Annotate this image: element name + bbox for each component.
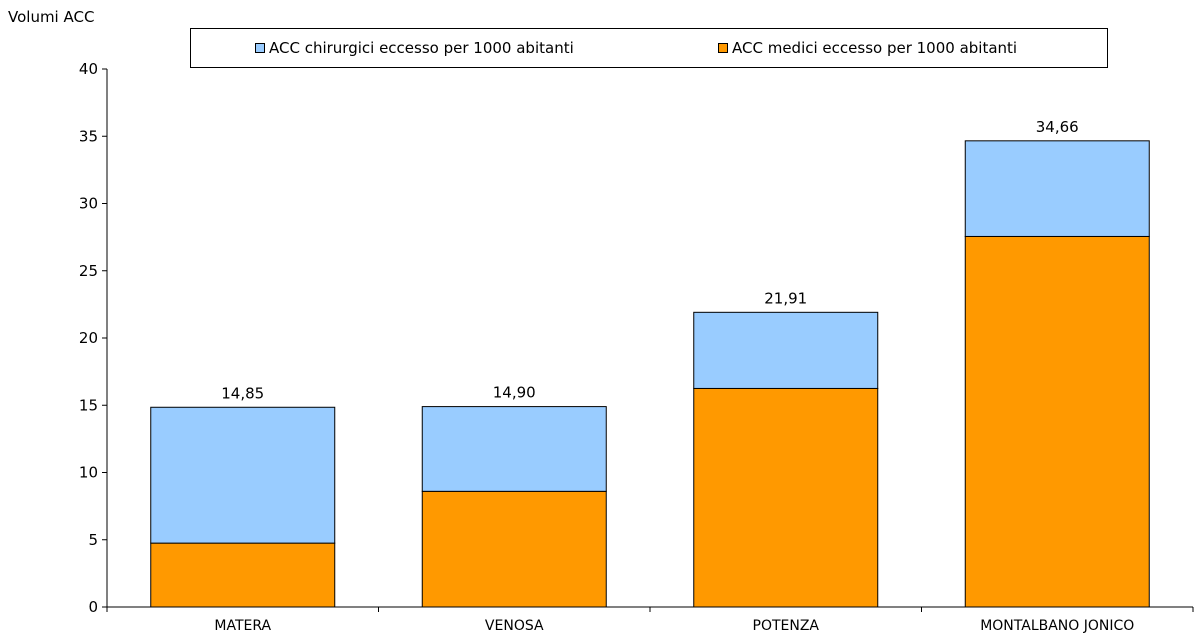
bar-segment-medici [150,542,336,608]
y-axis-label: Volumi ACC [8,8,94,26]
y-tick-label: 0 [88,598,98,616]
legend: ACC chirurgici eccesso per 1000 abitanti… [190,28,1108,68]
legend-item-chirurgici: ACC chirurgici eccesso per 1000 abitanti [255,39,574,57]
bar-segment-medici [964,235,1150,608]
y-tick-label: 35 [79,127,98,145]
bar-segment-medici [693,387,879,608]
legend-label-medici: ACC medici eccesso per 1000 abitanti [732,39,1018,57]
bar-total-label: 14,85 [221,384,264,402]
y-tick-label: 30 [79,195,98,213]
y-tick-label: 25 [79,262,98,280]
x-tick-label: VENOSA [485,618,544,634]
y-tick-label: 10 [79,464,98,482]
bar-segment-chirurgici [421,406,607,492]
x-axis: MATERA VENOSA POTENZA MONTALBANO JONICO [106,606,1194,634]
bar-total-label: 21,91 [764,289,807,307]
bars [150,140,1150,608]
bar-segment-chirurgici [693,311,879,389]
data-labels: 14,85 14,90 21,91 34,66 [221,118,1078,402]
y-axis: 0 5 10 15 20 25 30 35 40 [79,60,108,616]
y-tick-label: 20 [79,329,98,347]
x-tick-label: MATERA [214,618,271,634]
legend-item-medici: ACC medici eccesso per 1000 abitanti [718,39,1017,57]
x-tick-label: POTENZA [753,618,820,634]
bar-total-label: 34,66 [1036,118,1079,136]
bar-segment-chirurgici [150,406,336,544]
y-tick-label: 5 [88,531,98,549]
x-tick-label: MONTALBANO JONICO [980,618,1134,634]
y-tick-label: 40 [79,60,98,78]
legend-label-chirurgici: ACC chirurgici eccesso per 1000 abitanti [269,39,574,57]
bar-segment-chirurgici [964,140,1150,237]
bar-total-label: 14,90 [493,384,536,402]
bar-segment-medici [421,490,607,608]
legend-swatch-medici [718,43,728,53]
y-tick-label: 15 [79,396,98,414]
legend-swatch-chirurgici [255,43,265,53]
